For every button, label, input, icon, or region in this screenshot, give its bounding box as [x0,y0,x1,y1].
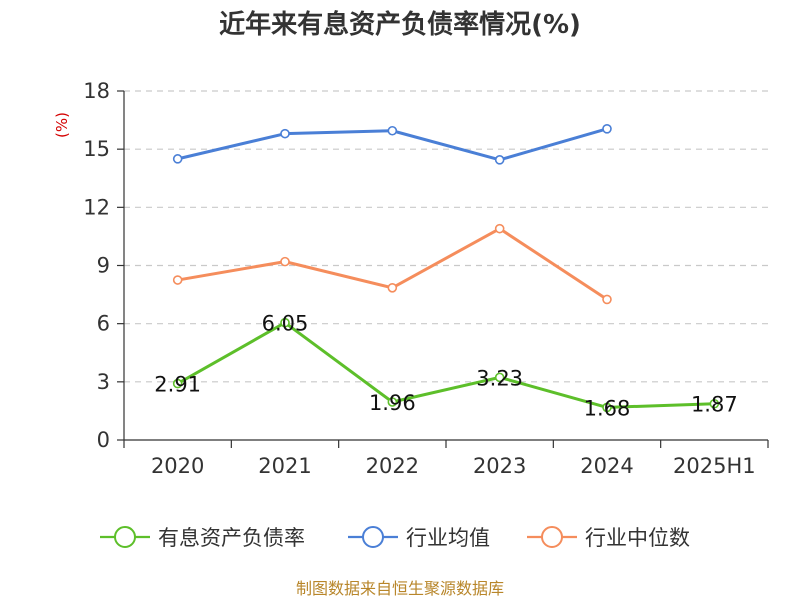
series-layer [172,124,720,413]
data-point [602,124,612,134]
y-tick-labels: 0 3 6 9 12 15 18 [83,79,110,452]
data-point [280,256,290,267]
data-label: 1.68 [584,396,631,420]
y-tick-label: 15 [83,137,110,161]
data-point [494,155,505,165]
source-note: 制图数据来自恒生聚源数据库 [296,579,504,598]
data-point [494,223,505,234]
data-label: 1.87 [691,393,738,417]
data-point [602,402,612,413]
legend-marker [362,526,384,548]
data-point [494,372,505,383]
y-tick-label: 12 [83,195,110,219]
x-tick-label: 2022 [366,454,419,478]
x-tick-label: 2021 [258,454,311,478]
axes [117,90,769,448]
y-axis-unit-label: (%) [53,112,71,138]
data-point [172,378,183,389]
grid-lines [124,90,768,383]
y-tick-label: 6 [97,312,110,336]
legend-marker [541,526,563,548]
y-tick-label: 18 [83,79,110,103]
x-tick-label: 2025H1 [673,454,756,478]
data-labels: 2.91 6.05 1.96 3.23 1.68 1.87 [154,312,737,421]
data-point [709,398,720,409]
series-line-1 [176,321,715,409]
data-point [387,282,398,293]
data-label: 3.23 [476,366,523,390]
data-point [387,397,398,407]
legend-marker [114,526,136,548]
y-tick-label: 0 [97,428,110,452]
data-point [602,294,612,305]
data-point [280,128,290,139]
data-point [387,125,398,136]
data-point [172,154,183,164]
y-tick-label: 9 [97,254,110,278]
data-label: 2.91 [154,373,201,397]
data-point [172,275,183,285]
x-tick-label: 2020 [151,454,204,478]
legend-label: 行业中位数 [585,526,690,550]
y-tick-label: 3 [97,370,110,394]
data-label: 6.05 [262,312,309,336]
legend-label: 有息资产负债率 [158,526,305,550]
chart-title: 近年来有息资产负债率情况(%) [219,9,581,40]
x-tick-labels: 2020 2021 2022 2023 2024 2025H1 [151,454,756,478]
legend: 有息资产负债率 行业均值 行业中位数 [100,526,690,550]
data-label: 1.96 [369,391,416,415]
data-point [280,317,290,328]
x-tick-label: 2024 [580,454,633,478]
x-tick-label: 2023 [473,454,526,478]
legend-label: 行业均值 [406,526,490,550]
